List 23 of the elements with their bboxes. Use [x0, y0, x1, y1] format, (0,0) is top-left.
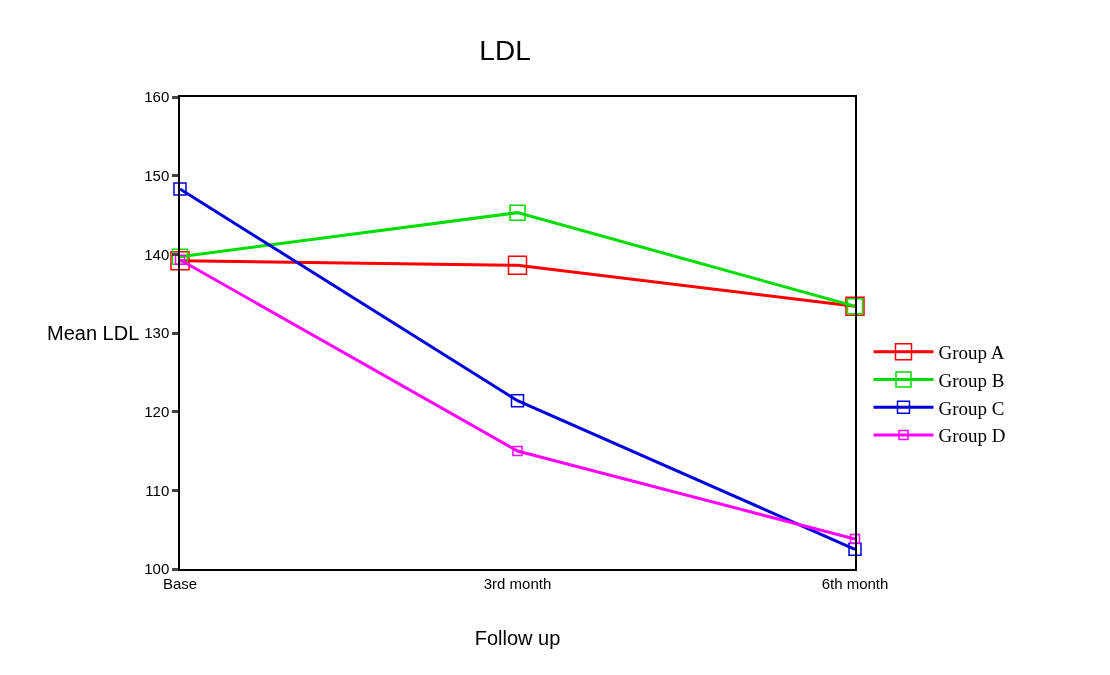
point	[170, 250, 190, 271]
point	[510, 393, 525, 408]
point	[509, 204, 526, 221]
legend-label: Group B	[938, 369, 1005, 391]
chart-title: LDL	[479, 35, 531, 67]
point	[507, 255, 528, 276]
x-tick-label: 3rd month	[483, 574, 552, 592]
x-tick-label: 6th month	[821, 574, 889, 592]
y-tick-label: 130	[144, 324, 170, 342]
legend-label: Group C	[938, 397, 1005, 419]
x-axis-title: Follow up	[474, 626, 561, 649]
y-tick-label: 110	[145, 481, 170, 499]
y-tick-label: 120	[144, 402, 170, 420]
legend-label: Group D	[938, 425, 1006, 447]
y-tick-label: 140	[144, 245, 170, 263]
y-axis-title: Mean LDL	[47, 322, 140, 344]
point	[849, 533, 861, 545]
legend-label: Group A	[938, 342, 1005, 364]
point	[512, 445, 523, 457]
point	[171, 248, 189, 265]
point	[173, 182, 187, 196]
y-tick-label: 160	[144, 88, 170, 106]
y-tick-label: 150	[144, 166, 170, 184]
